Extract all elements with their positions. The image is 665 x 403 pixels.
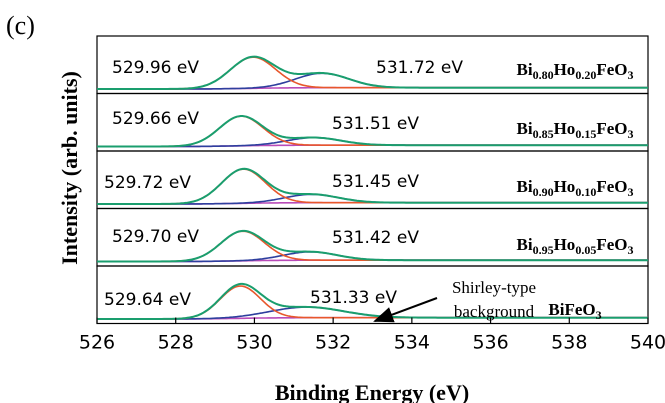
spectra-layer: 529.96 eV 531.72 eV Bi0.80Ho0.20FeO3529.66… [96,35,649,325]
annotation-arrow [373,297,438,323]
annotation-line1: Shirley-type [452,278,536,297]
envelope-line [97,115,648,148]
envelope-line [97,282,648,320]
peak1-label: 529.70 eV [112,227,199,247]
composition-element: Bi [517,235,533,254]
composition-subscript: 0.05 [575,243,596,257]
x-tick-label: 540 [630,332,665,354]
composition-element: FeO [596,177,627,196]
y-axis-label: Intensity (arb. units) [57,71,82,265]
x-tick-label: 538 [551,332,587,354]
composition-subscript: 0.15 [575,127,596,141]
peak1-label: 529.96 eV [112,58,199,78]
composition-label: Bi0.85Ho0.15FeO3 [517,119,634,141]
composition-subscript: 0.20 [575,68,596,82]
peak1-label: 529.64 eV [104,290,191,310]
composition-subscript: 0.90 [533,185,554,199]
shirley-annotation: Shirley-type background [373,278,536,323]
x-axis-label: Binding Energy (eV) [275,380,469,403]
composition-subscript: 3 [627,185,633,199]
composition-element: FeO [596,235,627,254]
composition-label: Bi0.80Ho0.20FeO3 [517,60,634,82]
composition-element: Bi [517,177,533,196]
composition-subscript: 3 [627,243,633,257]
composition-subscript: 3 [627,68,633,82]
composition-element: FeO [596,60,627,79]
composition-element: Ho [554,177,576,196]
composition-subscript: 0.80 [533,68,554,82]
composition-element: Bi [517,60,533,79]
composition-element: BiFeO [548,300,595,319]
peak2-label: 531.72 eV [376,58,463,78]
composition-label: Bi0.95Ho0.05FeO3 [517,235,634,257]
composition-element: Bi [517,119,533,138]
spectrum-panel: 529.70 eV 531.42 eV Bi0.95Ho0.05FeO3 [96,207,649,267]
composition-subscript: 0.85 [533,127,554,141]
composition-element: Ho [554,119,576,138]
annotation-line2: background [454,302,535,321]
composition-subscript: 0.10 [575,185,596,199]
peak2-label: 531.33 eV [310,288,397,308]
envelope-line [97,229,648,263]
peak2-label: 531.42 eV [332,228,419,248]
spectrum-panel: 529.96 eV 531.72 eV Bi0.80Ho0.20FeO3 [96,35,649,95]
spectrum-panel: 529.66 eV 531.51 eV Bi0.85Ho0.15FeO3 [96,92,649,152]
envelope-line [97,55,648,90]
envelope-line [97,167,648,205]
composition-label: Bi0.90Ho0.10FeO3 [517,177,634,199]
panel-frame [96,265,649,325]
composition-element: Ho [554,60,576,79]
x-axis: 526 528 530 532 534 536 538 540 [79,317,665,354]
composition-element: Ho [554,235,576,254]
composition-subscript: 0.95 [533,243,554,257]
spectrum-panel: 529.72 eV 531.45 eV Bi0.90Ho0.10FeO3 [96,150,649,210]
x-tick-label: 528 [158,332,194,354]
peak2-label: 531.51 eV [332,114,419,134]
composition-subscript: 3 [596,308,602,322]
panel-label: (c) [6,11,35,40]
composition-subscript: 3 [627,127,633,141]
x-tick-label: 526 [79,332,115,354]
x-tick-label: 536 [472,332,508,354]
x-tick-label: 534 [394,332,430,354]
composition-element: FeO [596,119,627,138]
x-tick-label: 532 [315,332,351,354]
x-tick-label: 530 [236,332,272,354]
peak1-label: 529.66 eV [112,109,199,129]
peak2-label: 531.45 eV [332,172,419,192]
composition-label: BiFeO3 [548,300,601,322]
peak1-label: 529.72 eV [104,173,191,193]
spectrum-panel: 529.64 eV 531.33 eV BiFeO3 [96,265,649,325]
